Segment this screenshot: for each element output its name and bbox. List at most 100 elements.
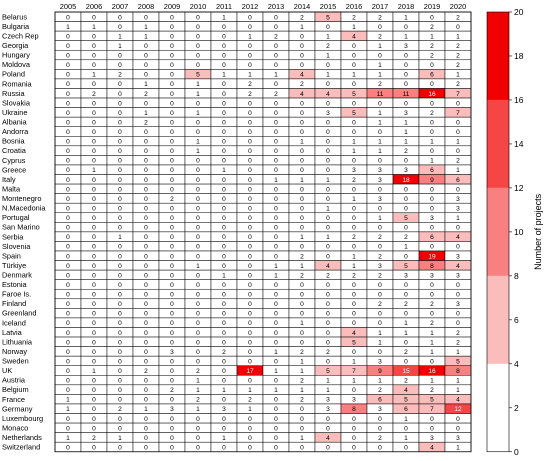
cell-value: 0 — [222, 301, 226, 308]
cell-value: 0 — [170, 368, 174, 375]
cell-value: 0 — [66, 349, 70, 356]
cell-value: 0 — [118, 167, 122, 174]
cell-value: 0 — [378, 311, 382, 318]
cell-value: 1 — [456, 215, 460, 222]
cell-value: 0 — [170, 186, 174, 193]
cell-value: 0 — [248, 24, 252, 31]
cell-value: 0 — [300, 339, 304, 346]
cell-value: 1 — [222, 435, 226, 442]
cell-value: 0 — [66, 158, 70, 165]
cell-value: 0 — [300, 148, 304, 155]
cell-value: 0 — [378, 225, 382, 232]
cell-value: 1 — [404, 244, 408, 251]
cell-value: 1 — [326, 387, 330, 394]
cell-value: 2 — [456, 339, 460, 346]
cell-value: 0 — [170, 14, 174, 21]
cell-value: 0 — [456, 186, 460, 193]
cell-value: 2 — [300, 81, 304, 88]
cell-value: 0 — [66, 110, 70, 117]
cell-value: 0 — [196, 158, 200, 165]
cell-value: 0 — [66, 72, 70, 79]
cell-value: 2 — [352, 177, 356, 184]
column-headers: 2005 2006 2007 2008 2009 2010 2011 2012 2013 2014… — [60, 2, 466, 11]
cell-value: 0 — [144, 72, 148, 79]
row-label: Türkiye — [2, 261, 26, 270]
cell-value: 2 — [430, 110, 434, 117]
cell-value: 0 — [118, 253, 122, 260]
cell-value: 0 — [378, 349, 382, 356]
cell-value: 9 — [430, 177, 434, 184]
colorbar-tick-label: 20 — [514, 7, 524, 17]
cell-value: 0 — [378, 444, 382, 451]
cell-value: 0 — [456, 320, 460, 327]
cell-value: 0 — [92, 43, 96, 50]
row-label: Portugal — [2, 213, 30, 222]
cell-value: 1 — [404, 129, 408, 136]
cell-value: 0 — [118, 53, 122, 60]
cell-value: 2 — [456, 330, 460, 337]
cell-value: 0 — [326, 339, 330, 346]
cell-value: 0 — [274, 378, 278, 385]
cell-value: 1 — [274, 349, 278, 356]
cell-value: 0 — [248, 148, 252, 155]
cell-value: 0 — [404, 444, 408, 451]
cell-value: 0 — [118, 81, 122, 88]
cell-value: 0 — [326, 244, 330, 251]
cell-value: 0 — [352, 129, 356, 136]
cell-value: 6 — [456, 177, 460, 184]
cell-value: 0 — [274, 129, 278, 136]
cell-value: 2 — [430, 43, 434, 50]
cell-value: 1 — [144, 406, 148, 413]
cell-value: 2 — [456, 43, 460, 50]
cell-value: 0 — [326, 158, 330, 165]
cell-value: 0 — [248, 53, 252, 60]
cell-value: 2 — [300, 397, 304, 404]
cell-value: 0 — [456, 425, 460, 432]
cell-value: 0 — [352, 282, 356, 289]
row-label: France — [2, 395, 25, 404]
cell-value: 0 — [274, 406, 278, 413]
cell-value: 0 — [118, 368, 122, 375]
cell-value: 0 — [92, 139, 96, 146]
cell-value: 2 — [144, 119, 148, 126]
cell-value: 1 — [326, 72, 330, 79]
cell-value: 0 — [66, 14, 70, 21]
row-label: Malta — [2, 184, 21, 193]
cell-value: 3 — [456, 435, 460, 442]
cell-value: 0 — [352, 62, 356, 69]
cell-value: 0 — [92, 272, 96, 279]
row-label: Moldova — [2, 60, 31, 69]
cell-value: 1 — [404, 320, 408, 327]
cell-value: 3 — [352, 397, 356, 404]
cell-value: 0 — [92, 129, 96, 136]
cell-value: 4 — [352, 330, 356, 337]
cell-value: 12 — [454, 406, 462, 413]
column-header: 2020 — [450, 2, 466, 11]
colorbar-segment — [487, 12, 509, 100]
row-label: Austria — [2, 376, 26, 385]
cell-value: 0 — [274, 186, 278, 193]
cell-value: 2 — [430, 24, 434, 31]
cell-value: 0 — [92, 53, 96, 60]
cell-value: 0 — [300, 158, 304, 165]
cell-value: 0 — [326, 282, 330, 289]
cell-value: 1 — [430, 378, 434, 385]
cell-value: 0 — [92, 14, 96, 21]
cell-value: 1 — [404, 119, 408, 126]
cell-value: 1 — [326, 205, 330, 212]
cell-value: 0 — [378, 244, 382, 251]
cell-value: 0 — [326, 444, 330, 451]
row-label: Norway — [2, 347, 27, 356]
cell-value: 0 — [326, 119, 330, 126]
cell-value: 0 — [456, 244, 460, 251]
cell-value: 5 — [352, 339, 356, 346]
cell-value: 0 — [248, 119, 252, 126]
cell-value: 0 — [300, 100, 304, 107]
cell-value: 0 — [248, 349, 252, 356]
cell-value: 0 — [300, 416, 304, 423]
cell-value: 0 — [404, 292, 408, 299]
row-label: Romania — [2, 79, 32, 88]
cell-value: 0 — [248, 158, 252, 165]
cell-value: 0 — [300, 33, 304, 40]
cell-value: 0 — [274, 110, 278, 117]
